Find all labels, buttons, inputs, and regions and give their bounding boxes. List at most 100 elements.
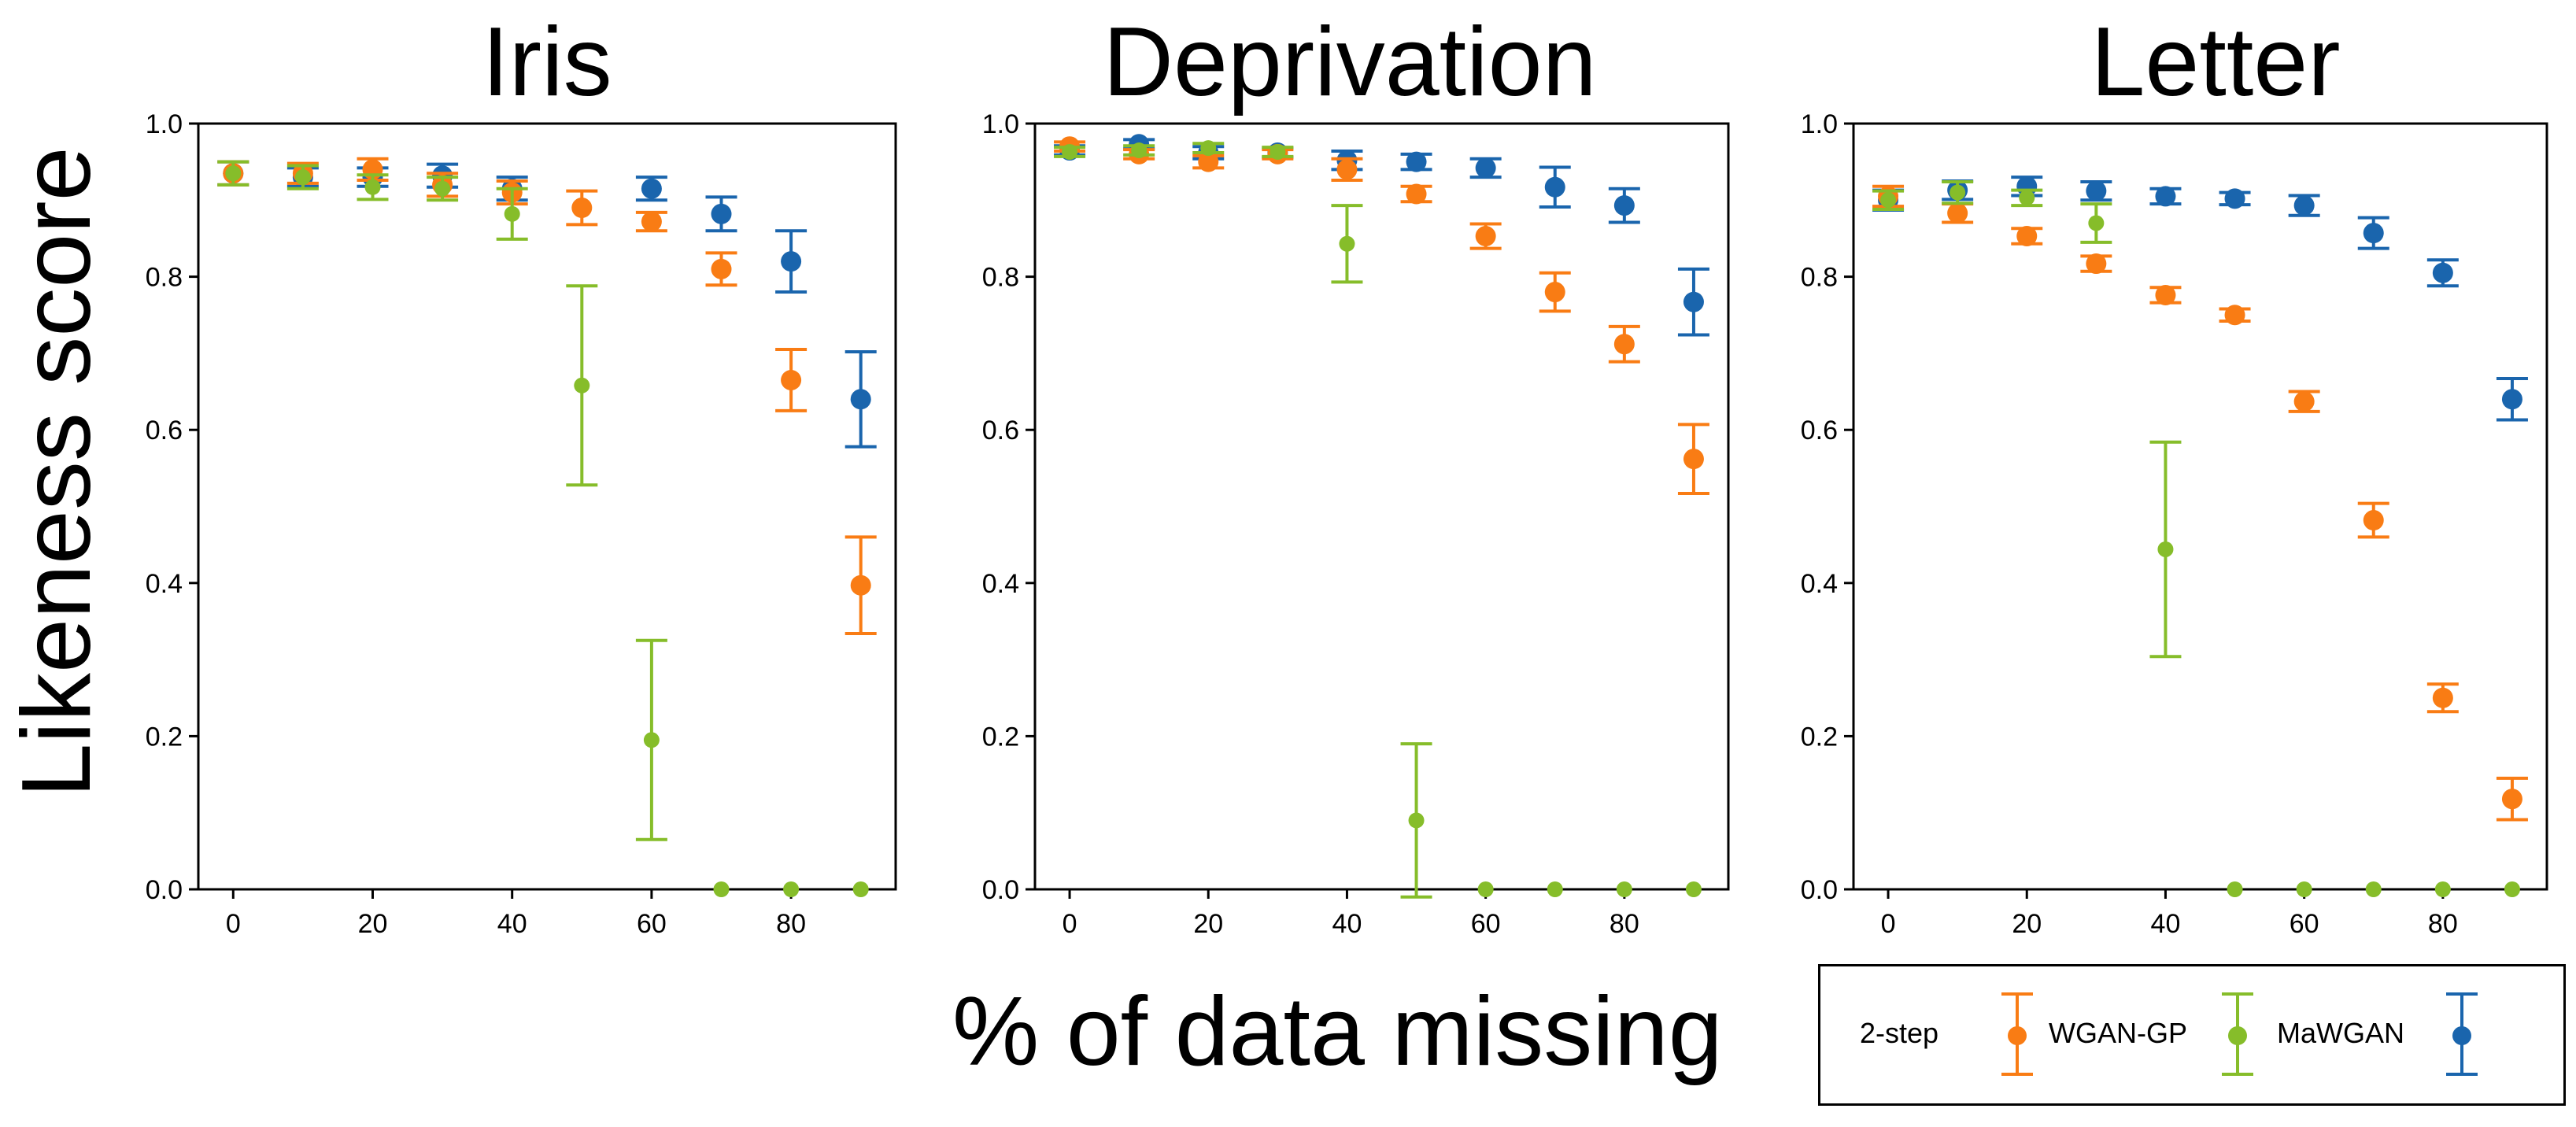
y-tick-label-letter: 0.2: [1801, 722, 1838, 752]
x-tick-label-letter: 20: [2012, 909, 2042, 939]
data-point-two-step: [641, 211, 662, 232]
data-point-mawgan: [850, 389, 871, 410]
y-tick-label-iris: 0.0: [146, 875, 183, 905]
axes-frame-iris: [197, 122, 897, 891]
data-point-two-step: [2016, 226, 2038, 247]
y-tick-label-iris: 0.6: [146, 416, 183, 445]
data-point-wgan-gp: [434, 180, 451, 197]
data-point-wgan-gp: [1616, 881, 1632, 897]
data-point-two-step: [2501, 789, 2522, 810]
data-point-two-step: [1947, 202, 1968, 224]
data-point-wgan-gp: [294, 169, 311, 186]
y-tick-label-deprivation: 0.8: [982, 263, 1019, 293]
data-point-wgan-gp: [364, 179, 381, 195]
y-tick-label-deprivation: 0.6: [982, 416, 1019, 445]
data-point-wgan-gp: [1547, 881, 1563, 897]
y-tick-label-deprivation: 0.2: [982, 722, 1019, 752]
data-point-wgan-gp: [713, 881, 730, 897]
data-point-wgan-gp: [1131, 142, 1148, 159]
axes-frame-deprivation: [1033, 122, 1730, 891]
data-point-wgan-gp: [2296, 881, 2312, 897]
x-tick-label-deprivation: 60: [1471, 909, 1501, 939]
data-point-wgan-gp: [1200, 140, 1217, 157]
data-point-mawgan: [1683, 291, 1704, 312]
x-tick-label-iris: 0: [226, 909, 241, 939]
data-point-mawgan: [711, 203, 732, 224]
data-point-two-step: [1613, 334, 1635, 355]
data-point-wgan-gp: [1339, 235, 1355, 252]
y-tick-label-iris: 0.4: [146, 569, 183, 599]
data-point-wgan-gp: [783, 881, 800, 897]
series-mawgan-deprivation: [1054, 134, 1709, 337]
x-tick-label-deprivation: 80: [1610, 909, 1639, 939]
x-tick-label-letter: 40: [2151, 909, 2181, 939]
data-point-wgan-gp: [1950, 184, 1966, 201]
data-point-mawgan: [1475, 157, 1496, 179]
data-point-two-step: [850, 575, 871, 596]
data-point-two-step: [1544, 282, 1565, 303]
data-point-wgan-gp: [2365, 881, 2382, 897]
legend-dot: [2452, 1026, 2471, 1045]
data-point-wgan-gp: [643, 732, 660, 748]
x-tick-label-deprivation: 0: [1063, 909, 1077, 939]
y-axis-label: Likeness score: [2, 146, 111, 798]
data-point-mawgan: [2363, 223, 2384, 244]
data-point-two-step: [2363, 510, 2384, 531]
x-tick-label-letter: 60: [2290, 909, 2319, 939]
y-tick-label-deprivation: 0.4: [982, 569, 1019, 599]
data-point-two-step: [2155, 284, 2176, 305]
data-point-mawgan: [641, 178, 662, 199]
x-tick-label-deprivation: 20: [1193, 909, 1223, 939]
x-tick-label-deprivation: 40: [1332, 909, 1362, 939]
y-tick-label-iris: 0.8: [146, 263, 183, 293]
data-point-wgan-gp: [504, 205, 520, 222]
x-tick-label-iris: 40: [497, 909, 527, 939]
data-point-two-step: [2224, 305, 2245, 326]
data-point-mawgan: [2224, 188, 2245, 209]
data-point-wgan-gp: [2227, 881, 2243, 897]
data-point-mawgan: [2155, 186, 2176, 207]
data-point-two-step: [1198, 151, 1219, 172]
legend-label-mawgan: MaWGAN: [2277, 1017, 2404, 1049]
data-point-two-step: [781, 369, 802, 390]
data-point-mawgan: [2086, 180, 2107, 201]
data-point-wgan-gp: [2434, 881, 2451, 897]
axes-frame-letter: [1852, 122, 2548, 891]
x-tick-label-iris: 20: [358, 909, 388, 939]
data-point-mawgan: [2293, 195, 2315, 216]
y-tick-label-letter: 0.6: [1801, 416, 1838, 445]
legend-label-wgan-gp: WGAN-GP: [2049, 1017, 2187, 1049]
data-point-two-step: [1475, 226, 1496, 247]
y-tick-label-deprivation: 0.0: [982, 875, 1019, 905]
panel-deprivation: 0.0 0.2 0.4 0.6 0.8 1.0 0 20 40 60 80: [982, 109, 1730, 939]
legend-dot: [2008, 1026, 2027, 1045]
data-point-mawgan: [2501, 389, 2522, 410]
data-point-mawgan: [1406, 151, 1427, 172]
panel-title-letter: Letter: [2090, 8, 2341, 116]
data-point-wgan-gp: [2088, 215, 2105, 231]
legend-marker-two-step: [2001, 992, 2033, 1076]
data-point-wgan-gp: [1685, 881, 1702, 897]
data-point-two-step: [711, 258, 732, 279]
data-point-two-step: [2086, 253, 2107, 275]
data-point-wgan-gp: [2157, 541, 2174, 557]
data-point-wgan-gp: [1062, 144, 1078, 161]
series-wgan-gp-iris: [217, 160, 869, 897]
legend-label-two-step: 2-step: [1860, 1017, 1939, 1049]
data-point-two-step: [2432, 687, 2453, 708]
x-tick-label-iris: 60: [637, 909, 667, 939]
data-point-mawgan: [781, 251, 802, 272]
panel-title-iris: Iris: [482, 8, 612, 116]
y-tick-label-letter: 1.0: [1801, 109, 1838, 139]
series-mawgan-iris: [217, 160, 877, 449]
data-point-two-step: [2293, 391, 2315, 412]
data-point-wgan-gp: [574, 377, 590, 394]
y-tick-label-iris: 1.0: [146, 109, 183, 139]
x-axis-label: % of data missing: [952, 977, 1723, 1086]
data-point-mawgan: [1544, 176, 1565, 198]
x-tick-label-letter: 80: [2428, 909, 2458, 939]
legend-dot: [2228, 1026, 2247, 1045]
data-point-wgan-gp: [852, 881, 869, 897]
data-point-two-step: [571, 198, 593, 219]
data-point-wgan-gp: [1880, 192, 1897, 209]
